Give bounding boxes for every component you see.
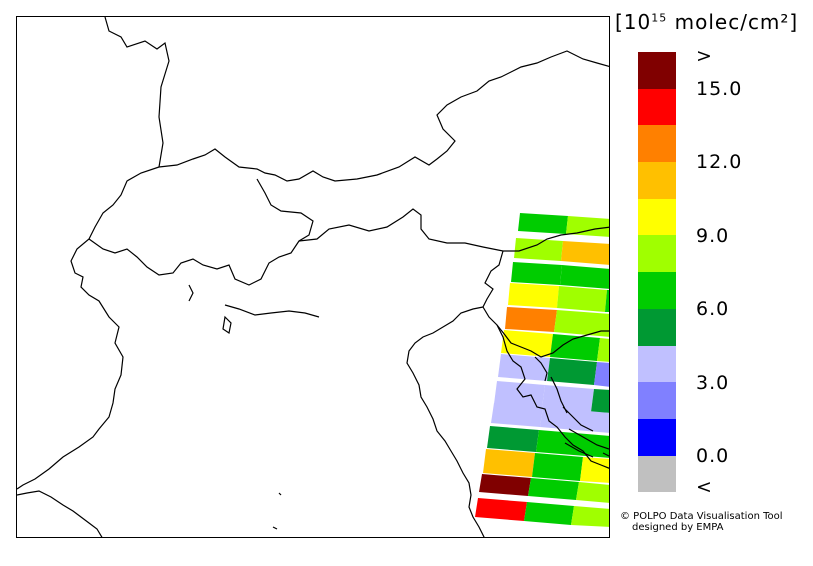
- colorbar-tick-label: 3.0: [696, 372, 730, 394]
- border-line: [224, 304, 320, 318]
- credit-line-1: © POLPO Data Visualisation Tool: [620, 511, 783, 522]
- credit-line-2: designed by EMPA: [632, 522, 724, 533]
- colorbar-swatch: [638, 162, 676, 199]
- coastline: [564, 442, 594, 458]
- swath-pixel: [479, 474, 531, 496]
- swath-pixel: [494, 381, 545, 408]
- swath-pixel: [491, 403, 543, 427]
- country-borders: [17, 17, 609, 537]
- coastline: [496, 324, 609, 469]
- unit-exponent: 15: [651, 11, 668, 25]
- colorbar-swatch: [638, 272, 676, 309]
- border-line: [88, 178, 314, 286]
- swath-pixel: [483, 449, 535, 477]
- colorbar-tick-label: 15.0: [696, 78, 743, 100]
- colorbar-tick-label: <: [696, 476, 713, 498]
- colorbar-swatch: [638, 88, 676, 126]
- colorbar-swatch: [638, 125, 676, 163]
- colorbar-swatch: [638, 382, 676, 419]
- swath-pixel: [501, 330, 553, 357]
- swath-pixel: [591, 389, 609, 413]
- coastline: [568, 428, 609, 450]
- swath-pixel: [557, 286, 607, 312]
- swath-pixel: [532, 453, 583, 481]
- swath-pixel: [514, 238, 563, 261]
- swath-pixel: [542, 385, 594, 412]
- colorbar: [638, 52, 676, 493]
- unit-prefix: [10: [615, 10, 652, 34]
- coastline: [278, 492, 282, 496]
- coastline: [17, 490, 103, 537]
- colorbar-tick-label: 9.0: [696, 225, 730, 247]
- swath-pixel: [518, 213, 568, 234]
- swath-pixel: [580, 457, 609, 483]
- colorbar-tick-label: 0.0: [696, 445, 730, 467]
- map-panel: [16, 16, 610, 538]
- coastline: [550, 376, 568, 414]
- coastline: [562, 406, 594, 432]
- swath-pixel: [498, 354, 550, 381]
- swath-pixel: [597, 338, 609, 362]
- satellite-swath: [475, 213, 609, 527]
- swath-pixel: [511, 262, 562, 285]
- unit-suffix: molec/cm²]: [667, 10, 799, 34]
- swath-pixel: [554, 310, 609, 337]
- swath-pixel: [571, 506, 609, 527]
- swath-pixel: [547, 358, 597, 385]
- swath-pixel: [508, 283, 559, 308]
- swath-pixel: [576, 482, 609, 503]
- coastline: [406, 306, 485, 537]
- swath-pixel: [605, 290, 609, 312]
- colorbar-tick-label: 12.0: [696, 151, 743, 173]
- colorbar-tick-label: >: [696, 45, 713, 67]
- swath-pixel: [560, 265, 609, 289]
- colorbar-swatch: [638, 345, 676, 383]
- border-line: [158, 50, 609, 182]
- swath-pixel: [475, 498, 527, 521]
- swath-pixel: [524, 502, 574, 525]
- colorbar-swatch: [638, 455, 676, 493]
- coastline: [534, 356, 548, 382]
- map-svg: [17, 17, 609, 537]
- swath-pixel: [505, 307, 557, 332]
- colorbar-swatch: [638, 418, 676, 456]
- coastline: [222, 315, 232, 334]
- swath-pixel: [540, 407, 609, 433]
- border-line: [17, 166, 160, 490]
- colorbar-swatch: [638, 198, 676, 236]
- coastline: [602, 452, 609, 457]
- coastline: [188, 284, 194, 302]
- swath-pixel: [487, 426, 539, 452]
- colorbar-swatch: [638, 52, 676, 89]
- swath-pixel: [536, 430, 609, 458]
- coastline: [272, 526, 278, 530]
- border-line: [482, 250, 609, 358]
- border-line: [104, 17, 170, 168]
- swath-pixel: [561, 241, 609, 265]
- swath-pixel: [528, 478, 579, 500]
- swath-pixel: [566, 216, 609, 237]
- legend-unit-label: [1015 molec/cm²]: [615, 10, 798, 34]
- colorbar-tick-label: 6.0: [696, 298, 730, 320]
- swath-pixel: [550, 334, 600, 361]
- border-line: [298, 208, 609, 252]
- colorbar-swatch: [638, 308, 676, 346]
- colorbar-swatch: [638, 235, 676, 273]
- swath-pixel: [594, 362, 609, 387]
